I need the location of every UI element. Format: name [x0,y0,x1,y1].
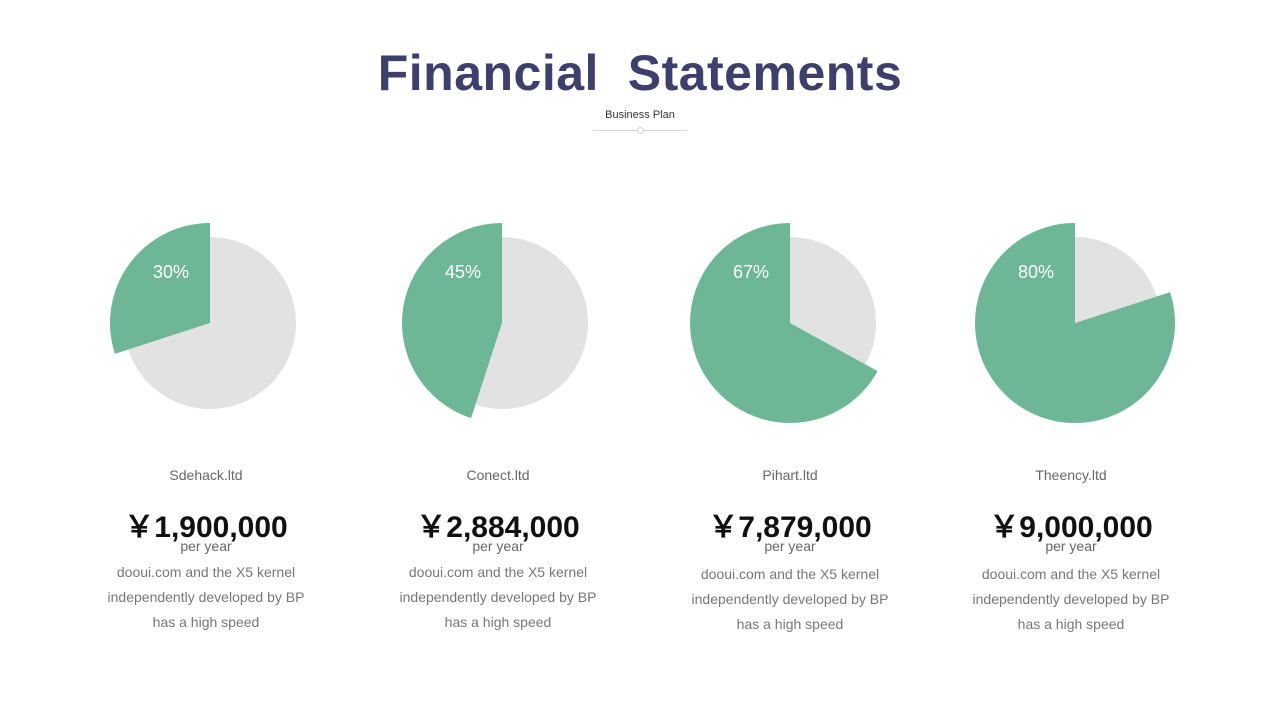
description-line: dooui.com and the X5 kernel [700,566,880,582]
company-name: Conect.ltd [466,467,530,483]
pie-slice-highlighted [109,223,210,354]
company-description: dooui.com and the X5 kernel independentl… [670,562,910,637]
company-amount: ￥7,879,000 [708,511,872,544]
pie-percent-label: 67% [733,262,769,282]
description-line: independently developed by BP [972,591,1170,607]
description-line: has a high speed [444,614,552,630]
amount-period: per year [1045,538,1097,554]
pie-slice-remainder [475,237,588,409]
description-line: dooui.com and the X5 kernel [116,564,296,580]
pie-percent-label: 80% [1018,262,1054,282]
company-amount: ￥9,000,000 [989,511,1153,544]
subtitle-divider-dot [637,127,644,134]
description-line: has a high speed [1017,616,1125,632]
description-line: dooui.com and the X5 kernel [981,566,1161,582]
company-amount: ￥1,900,000 [124,511,288,544]
pie-percent-label: 45% [445,262,481,282]
pie-chart-2: 45% [401,223,588,419]
company-description: dooui.com and the X5 kernel independentl… [86,560,326,635]
description-line: has a high speed [152,614,260,630]
company-name: Theency.ltd [1035,467,1107,483]
description-line: dooui.com and the X5 kernel [408,564,588,580]
pie-percent-label: 30% [153,262,189,282]
description-line: independently developed by BP [399,589,597,605]
pie-slice-remainder [1075,237,1157,323]
pie-chart-3: 67% [690,223,878,423]
company-description: dooui.com and the X5 kernel independentl… [951,562,1191,637]
amount-period: per year [472,538,524,554]
pie-chart-4: 80% [975,223,1176,424]
pie-slice-remainder [790,237,876,365]
description-line: independently developed by BP [107,589,305,605]
page-title: Financial Statements [377,45,903,101]
company-name: Sdehack.ltd [169,467,243,483]
pie-slice-highlighted [401,223,502,419]
pie-slice-highlighted [690,223,878,423]
amount-period: per year [180,538,232,554]
description-line: independently developed by BP [691,591,889,607]
company-name: Pihart.ltd [762,467,818,483]
company-amount: ￥2,884,000 [416,511,580,544]
page-subtitle: Business Plan [605,109,675,121]
description-line: has a high speed [736,616,844,632]
amount-period: per year [764,538,816,554]
company-description: dooui.com and the X5 kernel independentl… [378,560,618,635]
pie-slice-highlighted [975,223,1176,424]
pie-chart-1: 30% [109,223,296,409]
pie-slice-remainder [128,237,296,409]
